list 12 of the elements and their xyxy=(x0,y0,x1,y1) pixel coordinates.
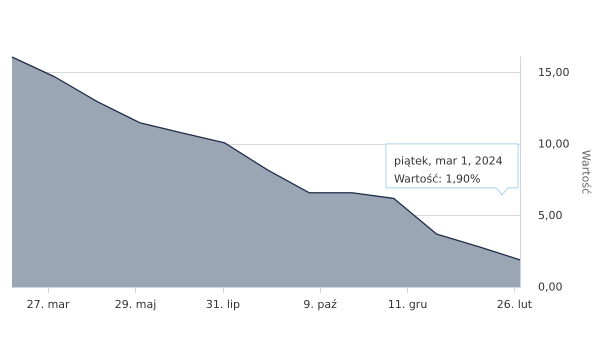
x-tick-label: 29. maj xyxy=(114,298,156,311)
x-tick-label: 26. lut xyxy=(496,298,533,311)
x-tick-label: 9. paź xyxy=(303,298,338,311)
y-tick-label: 5,00 xyxy=(538,209,562,222)
annotation: piątek, mar 1, 2024 Wartość: 1,90% xyxy=(394,154,503,186)
y-tick-label: 0,00 xyxy=(538,280,562,294)
x-tick-label: 27. mar xyxy=(26,298,70,311)
x-tick-label: 11. gru xyxy=(388,298,428,311)
y-tick-label: 10,00 xyxy=(538,138,570,151)
y-axis-title: Wartość xyxy=(579,150,592,194)
y-tick-label: 15,00 xyxy=(538,66,570,80)
x-tick-label: 31. lip xyxy=(206,298,240,311)
